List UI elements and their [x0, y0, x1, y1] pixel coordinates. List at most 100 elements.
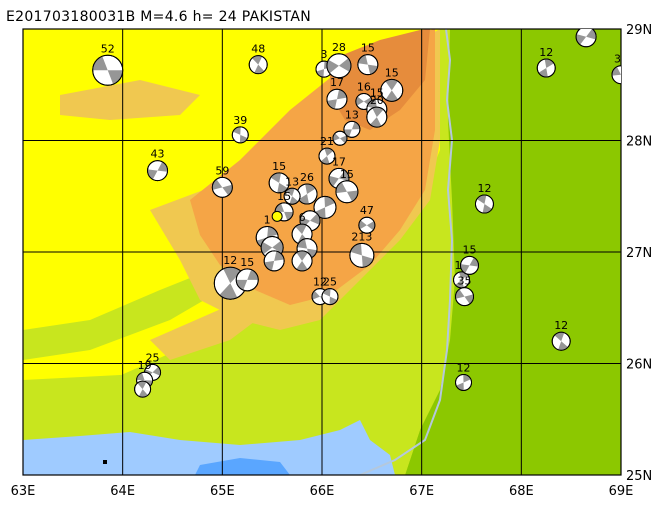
focal-mechanism[interactable]: 15 [357, 42, 379, 76]
lat-tick-label: 25N [626, 469, 652, 484]
epicenter-dot[interactable] [271, 210, 283, 222]
focal-mechanism[interactable] [313, 195, 337, 219]
focal-mechanism[interactable]: 33 [575, 14, 597, 48]
focal-mechanism[interactable]: 47 [358, 204, 376, 234]
beachball-quadrant [137, 381, 147, 390]
beachball-quadrant [558, 341, 568, 351]
focal-mechanism[interactable]: 12 [474, 182, 494, 214]
beachball-quadrant [366, 221, 375, 231]
beachball-quadrant [297, 238, 308, 249]
beachball-quadrant [274, 251, 285, 261]
focal-mechanism[interactable]: 48 [248, 43, 268, 75]
event-depth-label: 28 [332, 41, 346, 54]
event-depth-label: 15 [277, 190, 291, 203]
beachball-outline [349, 242, 375, 268]
focal-mechanism[interactable] [291, 250, 313, 272]
focal-mechanism[interactable]: 28 [326, 41, 352, 79]
beachball-outline [263, 250, 285, 272]
event-depth-label: 13 [285, 175, 299, 188]
beachball-outline [318, 147, 336, 165]
epicenter-marker [103, 210, 283, 464]
focal-mechanism[interactable]: 13 [343, 108, 361, 138]
focal-mechanism[interactable]: 21 [318, 135, 336, 165]
beachball-outline [291, 250, 313, 272]
event-depth-label: 52 [101, 42, 115, 55]
event-depth-label: 17 [330, 76, 344, 89]
event-depth-label: 12 [477, 182, 491, 195]
beachball-outline [358, 216, 376, 234]
beachball-quadrant [339, 135, 347, 144]
focal-mechanism[interactable]: 35 [455, 275, 475, 307]
focal-mechanism[interactable]: 59 [211, 164, 233, 198]
focal-mechanism[interactable] [134, 380, 152, 398]
focal-mechanism[interactable]: 15 [460, 243, 480, 275]
event-depth-label: 33 [614, 53, 628, 66]
event-depth-label: 12 [554, 319, 568, 332]
event-depth-label: 17 [332, 155, 346, 168]
focal-mechanism[interactable]: 15 [268, 160, 290, 194]
beachball-outline [380, 78, 404, 102]
focal-mechanism[interactable]: 17 [326, 76, 348, 110]
plain-band-west [23, 270, 230, 360]
beachball-quadrant [295, 224, 307, 235]
beachball-quadrant [107, 70, 123, 85]
beachball-outline [211, 176, 233, 198]
focal-mechanism[interactable]: 33 [611, 53, 630, 85]
event-depth-label: 43 [151, 148, 165, 161]
beachball-quadrant [370, 117, 382, 128]
focal-mechanism[interactable]: 25 [321, 276, 339, 306]
focal-mechanism[interactable] [263, 250, 285, 272]
lon-tick-label: 66E [310, 484, 335, 499]
beachball-quadrant [92, 56, 108, 71]
event-depth-label: 25 [323, 276, 337, 289]
event-depth-label: 15 [272, 160, 286, 173]
beachball-quadrant [312, 290, 321, 300]
focal-mechanism[interactable]: 213 [349, 230, 375, 268]
lat-lon-grid [23, 29, 621, 475]
beachball-quadrant [247, 269, 259, 280]
event-depth-label: 3 [320, 48, 327, 61]
beachball-quadrant [212, 179, 223, 190]
focal-mechanism[interactable]: 43 [147, 148, 169, 182]
focal-mechanism[interactable]: 20 [366, 94, 388, 128]
focal-mechanism[interactable]: 39 [231, 114, 249, 144]
beachball-quadrant [324, 148, 334, 157]
event-depth-label: 15 [385, 66, 399, 79]
focal-mechanism[interactable]: 12 [455, 361, 473, 391]
upland-patch-south [150, 305, 270, 360]
beachball-quadrant [239, 134, 248, 143]
focal-mechanism[interactable]: 15 [335, 168, 359, 204]
beachball-quadrant [316, 69, 324, 78]
beachball-outline [474, 194, 494, 214]
map-frame [22, 28, 622, 476]
focal-mechanism[interactable]: 12 [551, 319, 571, 351]
beachball-quadrant [254, 64, 265, 74]
event-depth-label: 39 [233, 114, 247, 127]
beachball-outline [460, 255, 480, 275]
upland-patch-west [60, 80, 200, 120]
beachball-quadrant [296, 260, 308, 271]
indus-river [359, 29, 454, 475]
event-depth-label: 15 [240, 256, 254, 269]
lat-tick-label: 29N [626, 23, 652, 38]
longitude-tick-labels: 63E 64E 65E 66E 67E 68E 69E [11, 484, 634, 499]
latitude-tick-labels: 29N 28N 27N 26N 25N [626, 23, 652, 484]
beachball-quadrant [351, 121, 360, 130]
focal-mechanism[interactable]: 15 [380, 66, 404, 102]
event-depth-label: 19 [138, 359, 152, 372]
focal-mechanism[interactable]: 52 [92, 42, 124, 86]
lon-tick-label: 69E [609, 484, 634, 499]
beachball-quadrant [310, 213, 321, 225]
beachball-outline [134, 380, 152, 398]
beachball-quadrant [357, 54, 368, 65]
focal-mechanism[interactable]: 13 [283, 175, 301, 205]
focal-mechanism[interactable]: 12 [536, 46, 556, 78]
focal-mechanism[interactable] [332, 130, 348, 146]
beachball-quadrant [284, 211, 294, 221]
beachball-quadrant [252, 55, 263, 65]
beachball-outline [536, 58, 556, 78]
beachball-quadrant [455, 289, 465, 299]
focal-mechanism[interactable]: 15 [235, 256, 259, 292]
beachball-quadrant [232, 126, 241, 135]
